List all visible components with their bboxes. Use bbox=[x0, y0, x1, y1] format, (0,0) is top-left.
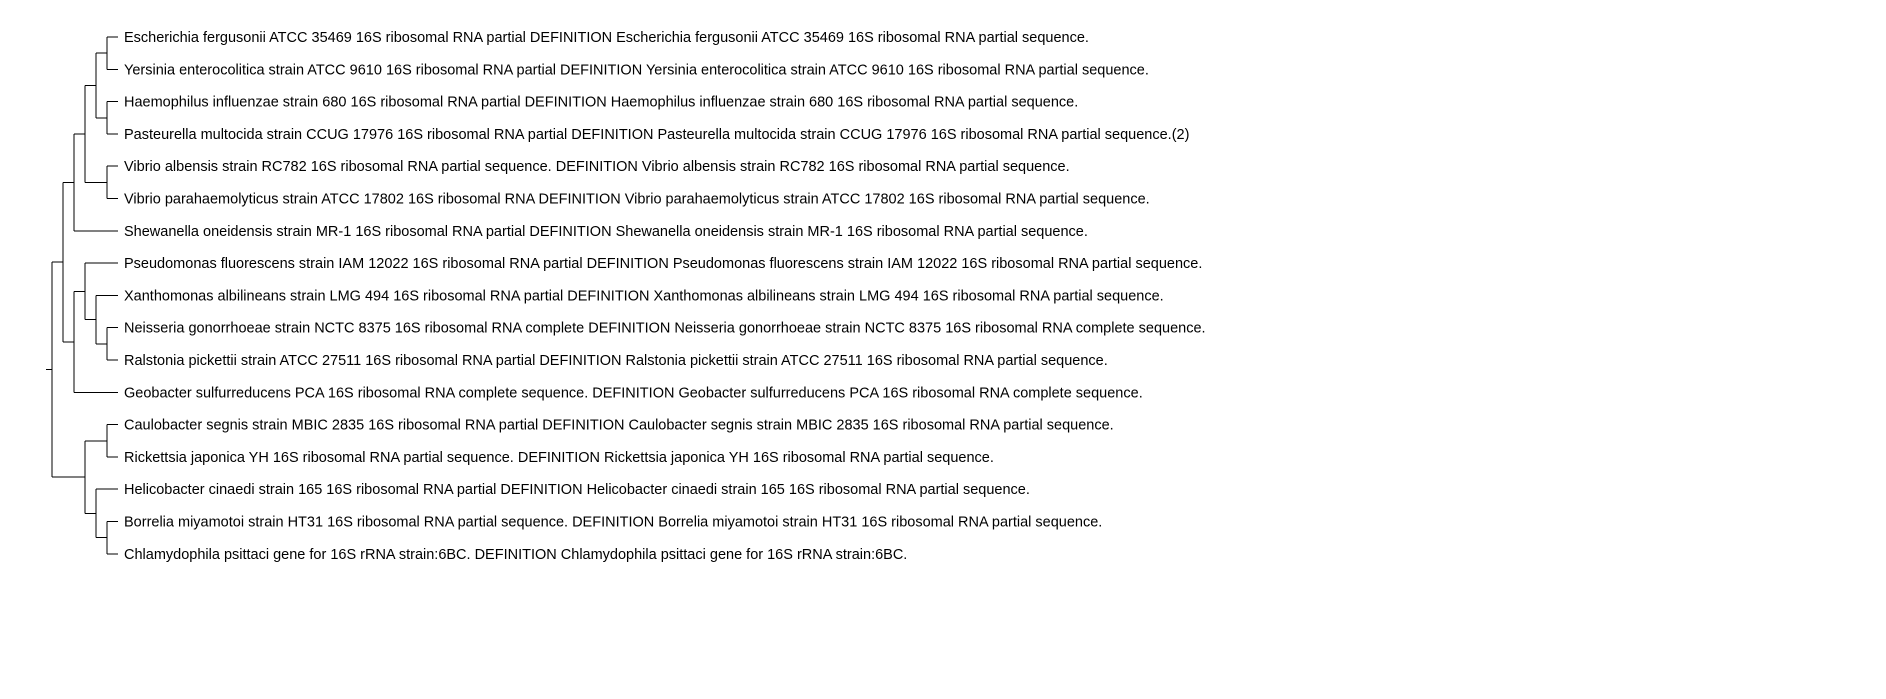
leaf-label-4: Vibrio albensis strain RC782 16S ribosom… bbox=[124, 159, 1070, 175]
leaf-label-8: Xanthomonas albilineans strain LMG 494 1… bbox=[124, 288, 1164, 304]
leaf-label-5: Vibrio parahaemolyticus strain ATCC 1780… bbox=[124, 192, 1150, 208]
leaf-label-9: Neisseria gonorrhoeae strain NCTC 8375 1… bbox=[124, 321, 1206, 337]
tree-branches bbox=[46, 36, 118, 555]
leaf-label-14: Helicobacter cinaedi strain 165 16S ribo… bbox=[124, 482, 1030, 498]
leaf-label-13: Rickettsia japonica YH 16S ribosomal RNA… bbox=[124, 450, 994, 466]
leaf-label-15: Borrelia miyamotoi strain HT31 16S ribos… bbox=[124, 515, 1102, 531]
leaf-label-10: Ralstonia pickettii strain ATCC 27511 16… bbox=[124, 353, 1108, 369]
leaf-label-1: Yersinia enterocolitica strain ATCC 9610… bbox=[124, 62, 1149, 78]
leaf-labels: Escherichia fergusonii ATCC 35469 16S ri… bbox=[124, 30, 1206, 563]
leaf-label-6: Shewanella oneidensis strain MR-1 16S ri… bbox=[124, 224, 1088, 240]
leaf-label-16: Chlamydophila psittaci gene for 16S rRNA… bbox=[124, 547, 907, 563]
leaf-label-3: Pasteurella multocida strain CCUG 17976 … bbox=[124, 127, 1189, 143]
leaf-label-2: Haemophilus influenzae strain 680 16S ri… bbox=[124, 95, 1078, 111]
leaf-label-0: Escherichia fergusonii ATCC 35469 16S ri… bbox=[124, 30, 1089, 46]
leaf-label-11: Geobacter sulfurreducens PCA 16S ribosom… bbox=[124, 385, 1143, 401]
leaf-label-12: Caulobacter segnis strain MBIC 2835 16S … bbox=[124, 418, 1114, 434]
leaf-label-7: Pseudomonas fluorescens strain IAM 12022… bbox=[124, 256, 1202, 272]
